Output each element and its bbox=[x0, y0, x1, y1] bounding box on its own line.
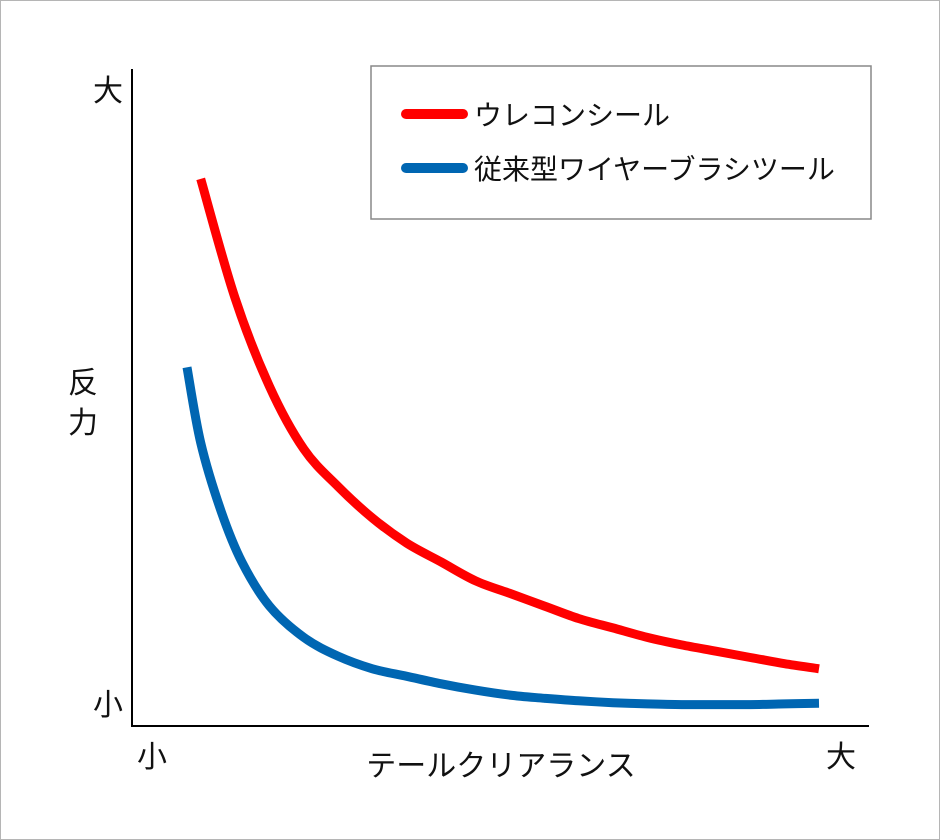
y-axis-label: 反力 bbox=[68, 366, 98, 441]
x-axis-label: テールクリアランス bbox=[366, 749, 635, 784]
legend: ウレコンシール 従来型ワイヤーブラシツール bbox=[370, 65, 872, 220]
y-tick-max: 大 bbox=[93, 74, 123, 109]
series-wire-brush-line bbox=[182, 366, 820, 710]
legend-box bbox=[370, 65, 872, 220]
y-axis-label-char: 力 bbox=[68, 406, 98, 441]
y-tick-min: 小 bbox=[93, 688, 123, 723]
legend-label-urecon-seal: ウレコンシール bbox=[474, 99, 670, 132]
y-axis-label-char: 反 bbox=[68, 366, 98, 401]
x-tick-min: 小 bbox=[137, 740, 167, 775]
legend-label-wire-brush: 従来型ワイヤーブラシツール bbox=[474, 153, 835, 186]
series-urecon-seal-line bbox=[196, 177, 820, 674]
x-tick-max: 大 bbox=[826, 740, 856, 775]
